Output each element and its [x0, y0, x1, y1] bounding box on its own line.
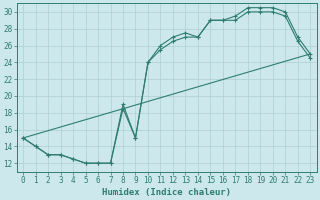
X-axis label: Humidex (Indice chaleur): Humidex (Indice chaleur)	[102, 188, 231, 197]
